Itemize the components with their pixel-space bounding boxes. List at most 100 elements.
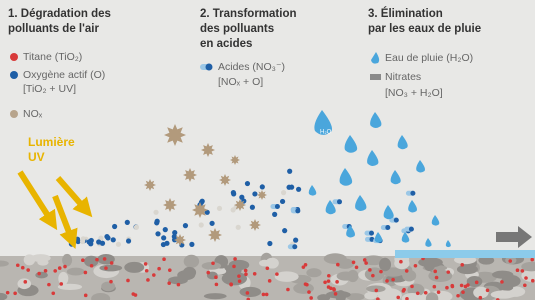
titanium [145, 269, 149, 273]
titanium [266, 266, 270, 270]
oxygen [296, 187, 301, 192]
legend-icon [10, 110, 18, 118]
titanium [405, 269, 409, 273]
titanium [304, 282, 308, 286]
oxygen [287, 169, 292, 174]
oxygen [80, 239, 85, 244]
titanium [253, 272, 257, 276]
titanium [524, 276, 528, 280]
titanium [146, 278, 150, 282]
acid [337, 199, 342, 204]
titanium [51, 291, 55, 295]
oxygen [217, 206, 222, 211]
titanium [402, 289, 406, 293]
nox [208, 228, 222, 242]
titanium [157, 267, 161, 271]
stone [99, 265, 122, 272]
titanium [246, 291, 250, 295]
legend-text: Acides (NO₃⁻) [218, 61, 285, 73]
titanium [446, 270, 450, 274]
stone [183, 267, 196, 278]
titanium [95, 258, 99, 262]
titanium [84, 294, 88, 298]
rain-drop [425, 238, 431, 247]
titanium [81, 258, 85, 262]
titanium [47, 283, 51, 287]
titanium [335, 280, 339, 284]
titanium [391, 278, 395, 282]
titanium [456, 294, 460, 298]
legend-text: Oxygène actif (O) [23, 69, 105, 81]
uv-arrow [20, 172, 52, 222]
stone [402, 270, 416, 282]
rain-drop [432, 215, 440, 226]
titanium [466, 283, 470, 287]
rain-drop [416, 160, 425, 172]
step-title: 2. Transformation [200, 8, 297, 20]
titanium [168, 268, 172, 272]
oxygen [281, 190, 286, 195]
oxygen [69, 241, 74, 246]
stone [364, 292, 377, 300]
titanium [414, 264, 418, 268]
titanium [237, 274, 241, 278]
oxygen [231, 207, 236, 212]
titanium [374, 289, 378, 293]
stone [424, 259, 435, 271]
titanium [445, 286, 449, 290]
uv-label: UV [28, 150, 45, 164]
oxygen [199, 222, 204, 227]
titanium [58, 266, 62, 270]
nox [201, 143, 215, 157]
oxygen [245, 181, 250, 186]
titanium [363, 258, 367, 262]
oxygen [260, 184, 265, 189]
oxygen [161, 235, 166, 240]
titanium [364, 261, 368, 265]
oxygen [126, 238, 131, 243]
stone [124, 262, 144, 273]
titanium [479, 296, 483, 300]
titanium [530, 258, 534, 262]
oxygen [164, 241, 169, 246]
stone [337, 272, 356, 281]
titanium [275, 272, 279, 276]
legend-text: [NOₓ + O] [218, 76, 263, 88]
rain-drop [391, 170, 401, 184]
acid [295, 208, 300, 213]
legend-icon [371, 52, 379, 64]
titanium [103, 257, 107, 261]
titanium [302, 265, 306, 269]
titanium [323, 280, 327, 284]
titanium [215, 283, 219, 287]
titanium [109, 280, 113, 284]
oxygen [155, 219, 160, 224]
titanium [371, 274, 375, 278]
oxygen [289, 185, 294, 190]
titanium [396, 296, 400, 300]
titanium [44, 269, 48, 273]
oxygen [293, 238, 298, 243]
titanium [134, 293, 138, 297]
stone [275, 271, 299, 282]
stone [293, 283, 314, 294]
titanium [516, 268, 520, 272]
titanium [244, 272, 248, 276]
titanium [152, 273, 156, 277]
titanium [26, 268, 30, 272]
titanium [523, 283, 527, 287]
rain-drop [367, 150, 378, 166]
nox [164, 124, 186, 146]
titanium [531, 279, 535, 283]
titanium [238, 279, 242, 283]
step-title: des polluants [200, 23, 274, 35]
acid [409, 227, 414, 232]
titanium [327, 274, 331, 278]
diagram: 1. Dégradation des polluants de l'air Ti… [0, 0, 535, 300]
step-title: par les eaux de pluie [368, 23, 481, 35]
oxygen [267, 241, 272, 246]
titanium [63, 265, 67, 269]
step-title: 3. Élimination [368, 7, 443, 20]
stone [62, 254, 72, 267]
titanium [399, 260, 403, 264]
